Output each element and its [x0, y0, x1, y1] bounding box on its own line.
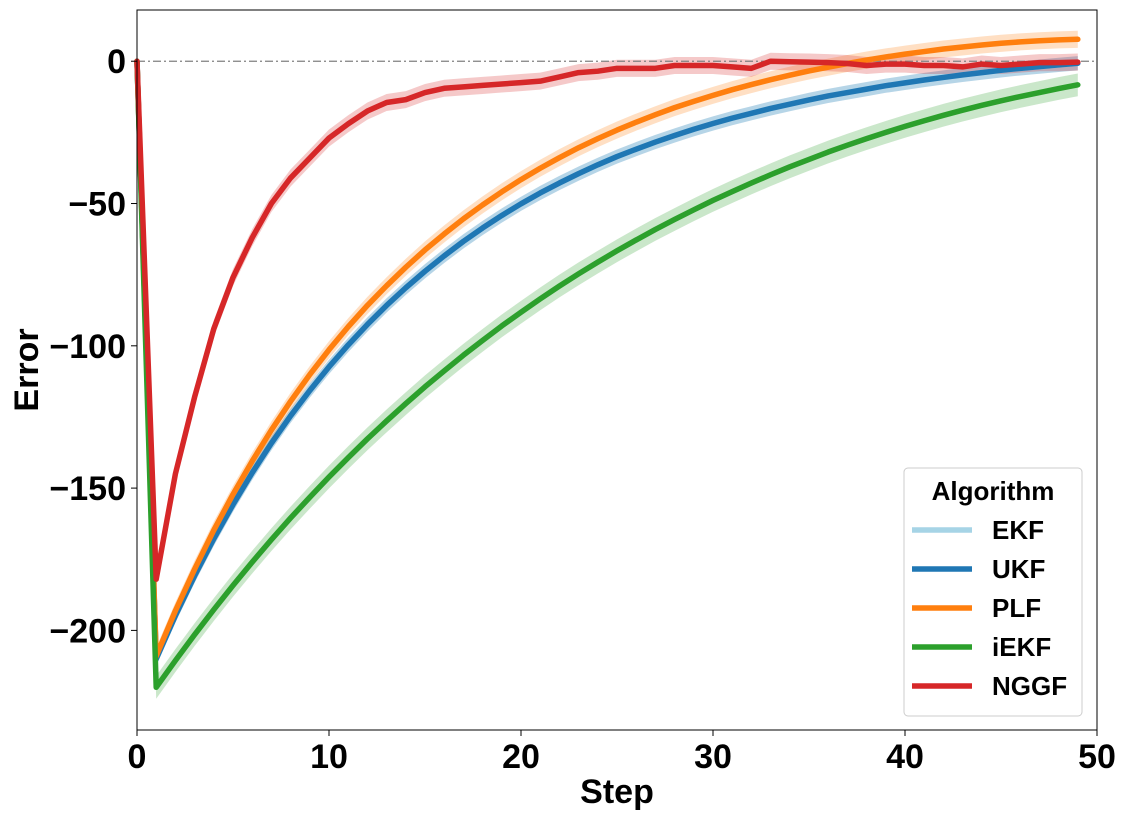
line-nggf	[134, 58, 1081, 582]
y-axis-label: Error	[8, 328, 46, 411]
x-tick-label: 40	[886, 738, 924, 776]
x-tick-label: 30	[694, 738, 732, 776]
legend-items: EKF UKF PLF iEKF NGGF	[912, 515, 1067, 701]
legend-label-ekf: EKF	[992, 515, 1044, 545]
y-tick-label: 0	[107, 43, 126, 81]
x-tick-label: 20	[502, 738, 540, 776]
x-axis-label: Step	[580, 773, 654, 811]
line-ukf	[134, 58, 1081, 662]
y-tick-label: −100	[49, 328, 126, 366]
x-tick-label: 10	[310, 738, 348, 776]
line-iekf	[134, 58, 1081, 691]
y-tick-label: −200	[49, 612, 126, 650]
x-tick-label: 50	[1078, 738, 1116, 776]
plot-area-frame	[136, 9, 1098, 731]
legend-label-nggf: NGGF	[992, 671, 1067, 701]
legend-title: Algorithm	[932, 476, 1055, 506]
line-plf	[134, 36, 1081, 659]
legend-label-plf: PLF	[992, 593, 1041, 623]
legend-label-iekf: iEKF	[992, 632, 1051, 662]
legend: Algorithm EKF UKF PLF iEKF NGGF	[903, 467, 1083, 717]
y-axis-ticks: 0 −50 −100 −150 −200	[49, 43, 137, 650]
y-tick-label: −150	[49, 470, 126, 508]
x-axis-ticks: 0 10 20 30 40 50	[128, 730, 1116, 776]
legend-label-ukf: UKF	[992, 554, 1045, 584]
series-lines	[134, 36, 1081, 691]
band-plf	[137, 30, 1078, 665]
x-tick-label: 0	[128, 738, 147, 776]
confidence-bands	[137, 30, 1078, 699]
y-tick-label: −50	[68, 186, 126, 224]
